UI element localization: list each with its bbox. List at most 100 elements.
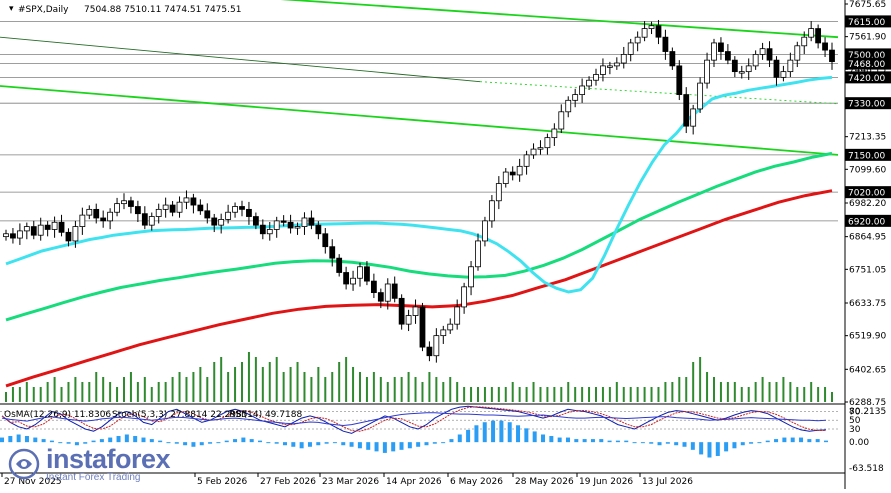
osma-bar <box>299 442 304 449</box>
candle-body <box>336 257 343 273</box>
price-level-label: 7468.00 <box>848 60 885 70</box>
price-level-tag <box>845 97 891 110</box>
volume-bar <box>470 387 473 402</box>
candle-body <box>259 224 266 235</box>
channel-line <box>0 36 481 83</box>
osma-bar <box>41 439 46 443</box>
volume-bar <box>706 372 709 402</box>
osma-bar <box>549 436 554 443</box>
volume-bar <box>483 387 486 402</box>
osma-bar <box>432 442 437 444</box>
candle-body <box>676 65 683 95</box>
volume-bar <box>220 357 223 402</box>
volume-bar <box>636 387 639 402</box>
osma-bar <box>133 436 138 443</box>
osma-bar <box>765 440 770 443</box>
volume-bar <box>442 382 445 402</box>
candle-body <box>495 183 502 202</box>
candle-body <box>93 208 100 219</box>
candle-body <box>600 65 606 75</box>
volume-bar <box>817 387 820 402</box>
candle-body <box>16 230 23 239</box>
price-tick-label: 7448.15 <box>849 65 886 75</box>
volume-bar <box>81 382 84 402</box>
candle-body <box>51 221 58 230</box>
candle-body <box>509 171 516 176</box>
candle-body <box>65 231 72 242</box>
osma-bar <box>707 442 712 458</box>
osma-bar <box>233 439 238 443</box>
candle-body <box>10 233 16 239</box>
candle-body <box>398 297 405 325</box>
volume-bar <box>275 357 278 402</box>
osma-bar <box>757 442 762 444</box>
volume-bar <box>254 357 257 402</box>
volume-bar <box>477 387 479 402</box>
volume-bar <box>608 387 611 402</box>
volume-bar <box>581 387 584 402</box>
osma-bar <box>399 442 404 450</box>
candle-body <box>669 51 676 67</box>
candle-body <box>537 147 544 150</box>
volume-bar <box>726 382 729 402</box>
candle-body <box>322 233 329 248</box>
osma-bar <box>58 442 63 444</box>
date-tick-label: 19 Jun 2026 <box>579 477 633 487</box>
stoch-label: Stoch(5,3,3) 27.8814 22.2985 <box>112 410 247 420</box>
osma-bar <box>690 442 695 450</box>
volume-bar <box>421 382 424 402</box>
volume-bar <box>754 382 757 402</box>
logo-name: instaforex <box>46 443 171 474</box>
volume-bar <box>386 382 389 402</box>
candle-body <box>37 224 44 236</box>
volume-bar <box>699 357 702 402</box>
candle-body <box>787 59 794 73</box>
price-level-label: 7420.00 <box>848 74 885 84</box>
candle-body <box>808 28 815 38</box>
volume-bar <box>824 387 827 402</box>
candle-body <box>572 94 579 101</box>
volume-bar <box>359 372 361 402</box>
instaforex-logo: instaforex Instant Forex Trading <box>8 443 171 483</box>
osma-bar <box>574 439 579 443</box>
price-tick-label: 6633.75 <box>849 299 886 309</box>
volume-bar <box>129 372 132 402</box>
volume-bar <box>213 362 216 402</box>
osma-bar <box>516 425 521 443</box>
osma-bar <box>141 437 146 443</box>
candle-body <box>648 25 655 29</box>
volume-bar <box>296 362 299 402</box>
volume-bar <box>18 387 21 402</box>
volume-bar <box>74 377 77 402</box>
volume-bar <box>504 387 507 402</box>
candle-body <box>690 108 697 127</box>
candle-body <box>683 94 690 127</box>
price-level-label: 7150.00 <box>848 151 885 161</box>
volume-bar <box>143 377 146 402</box>
osma-bar <box>166 442 171 444</box>
price-level-tag <box>845 148 891 161</box>
candle-body <box>551 128 558 139</box>
price-level-tag <box>845 57 891 70</box>
osma-bar <box>532 431 537 443</box>
osma-bar <box>782 437 787 443</box>
ma-mid-line <box>5 151 833 322</box>
osma-bar <box>524 428 529 443</box>
volume-bar <box>449 377 452 402</box>
volume-bar <box>643 387 646 402</box>
osma-bar <box>457 434 462 443</box>
candle-body <box>239 206 245 210</box>
osma-bar <box>316 442 321 446</box>
volume-bar <box>768 382 771 402</box>
date-tick-label: 5 Feb 2026 <box>197 477 248 487</box>
volume-bar <box>428 372 431 402</box>
osma-bar <box>366 442 371 450</box>
candle-body <box>100 217 107 222</box>
date-tick-label: 14 Apr 2026 <box>386 477 442 487</box>
volume-bar <box>25 382 28 402</box>
volume-bar <box>532 382 535 402</box>
date-tick-label: 13 Jul 2026 <box>642 477 693 487</box>
price-tick-label: 6402.65 <box>849 365 886 375</box>
volume-bar <box>5 392 7 402</box>
volume-bar <box>678 377 681 402</box>
